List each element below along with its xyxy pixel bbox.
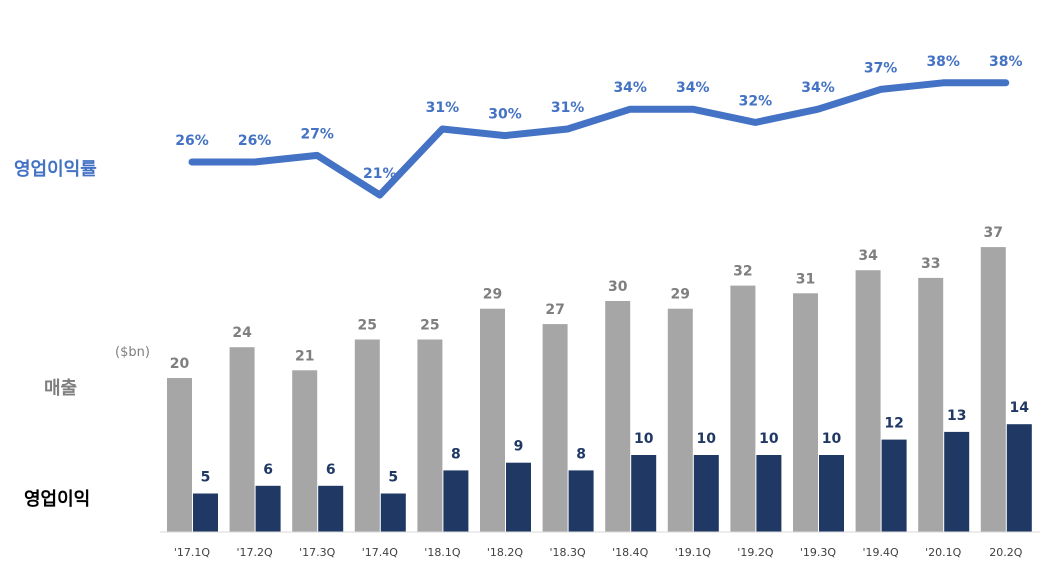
operating-profit-bar-label: 12 bbox=[884, 416, 903, 432]
x-tick-label: '19.4Q bbox=[863, 546, 900, 559]
margin-point-label: 26% bbox=[175, 133, 209, 149]
operating-profit-bar-label: 8 bbox=[576, 446, 586, 462]
sales-bar-label: 20 bbox=[170, 356, 190, 372]
x-tick-label: '18.3Q bbox=[550, 546, 587, 559]
x-tick-label: '19.3Q bbox=[800, 546, 837, 559]
x-tick-label: '17.3Q bbox=[299, 546, 336, 559]
margin-point-label: 38% bbox=[926, 54, 960, 70]
sales-bar-label: 30 bbox=[608, 279, 628, 295]
bars-group bbox=[167, 247, 1032, 532]
sales-bar bbox=[730, 285, 756, 532]
sales-bar bbox=[354, 339, 380, 532]
margin-point-label: 21% bbox=[363, 166, 397, 182]
operating-profit-bar-label: 6 bbox=[326, 462, 336, 478]
operating-profit-bar-label: 5 bbox=[201, 470, 211, 486]
sales-bar bbox=[229, 347, 255, 532]
sales-bar-label: 32 bbox=[733, 264, 752, 280]
operating-profit-bar bbox=[255, 485, 281, 532]
sales-bar bbox=[292, 370, 318, 532]
sales-bar-label: 24 bbox=[232, 325, 252, 341]
operating-profit-bar bbox=[631, 455, 657, 532]
sales-bar bbox=[918, 277, 944, 532]
sales-bar bbox=[480, 308, 505, 532]
sales-bar bbox=[542, 324, 568, 532]
x-tick-label: '17.4Q bbox=[362, 546, 399, 559]
sales-bar bbox=[167, 378, 192, 532]
operating-profit-bar bbox=[756, 455, 782, 532]
margin-point-label: 31% bbox=[426, 100, 460, 116]
margin-point-label: 34% bbox=[613, 80, 647, 96]
operating-profit-bar bbox=[193, 493, 218, 532]
operating-profit-bar bbox=[506, 462, 531, 532]
margin-point-label: 38% bbox=[989, 54, 1023, 70]
margin-point-label: 31% bbox=[551, 100, 585, 116]
operating-profit-bar-label: 14 bbox=[1010, 400, 1030, 416]
margin-point-label: 37% bbox=[864, 60, 898, 76]
sales-bar-label: 37 bbox=[984, 225, 1003, 241]
x-tick-label: '18.4Q bbox=[612, 546, 649, 559]
sales-bar-label: 31 bbox=[796, 271, 815, 287]
x-tick-labels-group: '17.1Q '17.2Q '17.3Q '17.4Q '18.1Q '18.2Q '18.… bbox=[174, 546, 1023, 559]
operating-profit-series-label: 영업이익 bbox=[24, 489, 91, 510]
operating-profit-bar bbox=[568, 470, 594, 532]
bar-labels-group: 20 5 24 6 21 6 25 5 25 8 29 9 27 8 30 10 29 10 32 10 31 10 34 1… bbox=[170, 225, 1030, 485]
x-tick-label: '20.1Q bbox=[925, 546, 962, 559]
sales-bar bbox=[793, 293, 818, 532]
x-tick-label: '17.2Q bbox=[237, 546, 274, 559]
sales-series-label: 매출 bbox=[44, 378, 78, 399]
operating-profit-bar bbox=[881, 439, 907, 532]
margin-point-label: 34% bbox=[676, 80, 710, 96]
sales-bar-label: 21 bbox=[295, 348, 314, 364]
margin-line-group: 26% 26% 27% 21% 31% 30% 31% 34% 34% 32% 34% 37% 38% 3… bbox=[175, 54, 1023, 199]
unit-label: ($bn) bbox=[115, 345, 150, 360]
operating-profit-bar-label: 10 bbox=[634, 431, 654, 447]
x-tick-label: '18.2Q bbox=[487, 546, 524, 559]
margin-point-label: 26% bbox=[238, 133, 272, 149]
sales-bar-label: 33 bbox=[921, 256, 940, 272]
operating-profit-bar-label: 5 bbox=[388, 470, 398, 486]
operating-profit-bar-label: 9 bbox=[514, 439, 524, 455]
sales-bar-label: 25 bbox=[358, 318, 377, 334]
operating-profit-bar bbox=[380, 493, 406, 532]
operating-profit-bar-label: 10 bbox=[822, 431, 842, 447]
margin-line bbox=[188, 79, 1010, 199]
x-tick-label: 20.2Q bbox=[989, 546, 1022, 559]
margin-point-label: 30% bbox=[488, 107, 522, 123]
operating-profit-bar bbox=[1006, 424, 1032, 532]
sales-bar bbox=[855, 270, 881, 532]
x-tick-label: '19.1Q bbox=[675, 546, 712, 559]
x-tick-label: '19.2Q bbox=[737, 546, 774, 559]
sales-bar-label: 29 bbox=[483, 287, 502, 303]
operating-profit-bar bbox=[944, 431, 970, 532]
operating-profit-bar-label: 8 bbox=[451, 446, 461, 462]
operating-profit-bar bbox=[819, 455, 844, 532]
operating-profit-bar-label: 13 bbox=[947, 408, 966, 424]
x-tick-label: '17.1Q bbox=[174, 546, 211, 559]
x-tick-label: '18.1Q bbox=[424, 546, 461, 559]
operating-profit-bar-label: 6 bbox=[263, 462, 273, 478]
margin-point-label: 27% bbox=[300, 126, 334, 142]
margin-series-label: 영업이익률 bbox=[14, 159, 97, 180]
operating-profit-bar bbox=[318, 485, 344, 532]
sales-bar-label: 25 bbox=[420, 318, 439, 334]
sales-bar-label: 34 bbox=[858, 248, 878, 264]
sales-bar bbox=[417, 339, 443, 532]
sales-bar bbox=[980, 247, 1006, 532]
sales-bar-label: 29 bbox=[671, 287, 690, 303]
operating-profit-bar-label: 10 bbox=[759, 431, 779, 447]
operating-profit-bar bbox=[443, 470, 469, 532]
margin-point-label: 32% bbox=[739, 93, 773, 109]
sales-bar-label: 27 bbox=[545, 302, 564, 318]
operating-profit-bar-label: 10 bbox=[697, 431, 717, 447]
operating-profit-bar bbox=[693, 455, 719, 532]
sales-bar bbox=[605, 301, 631, 532]
margin-point-label: 34% bbox=[801, 80, 835, 96]
sales-bar bbox=[667, 308, 693, 532]
